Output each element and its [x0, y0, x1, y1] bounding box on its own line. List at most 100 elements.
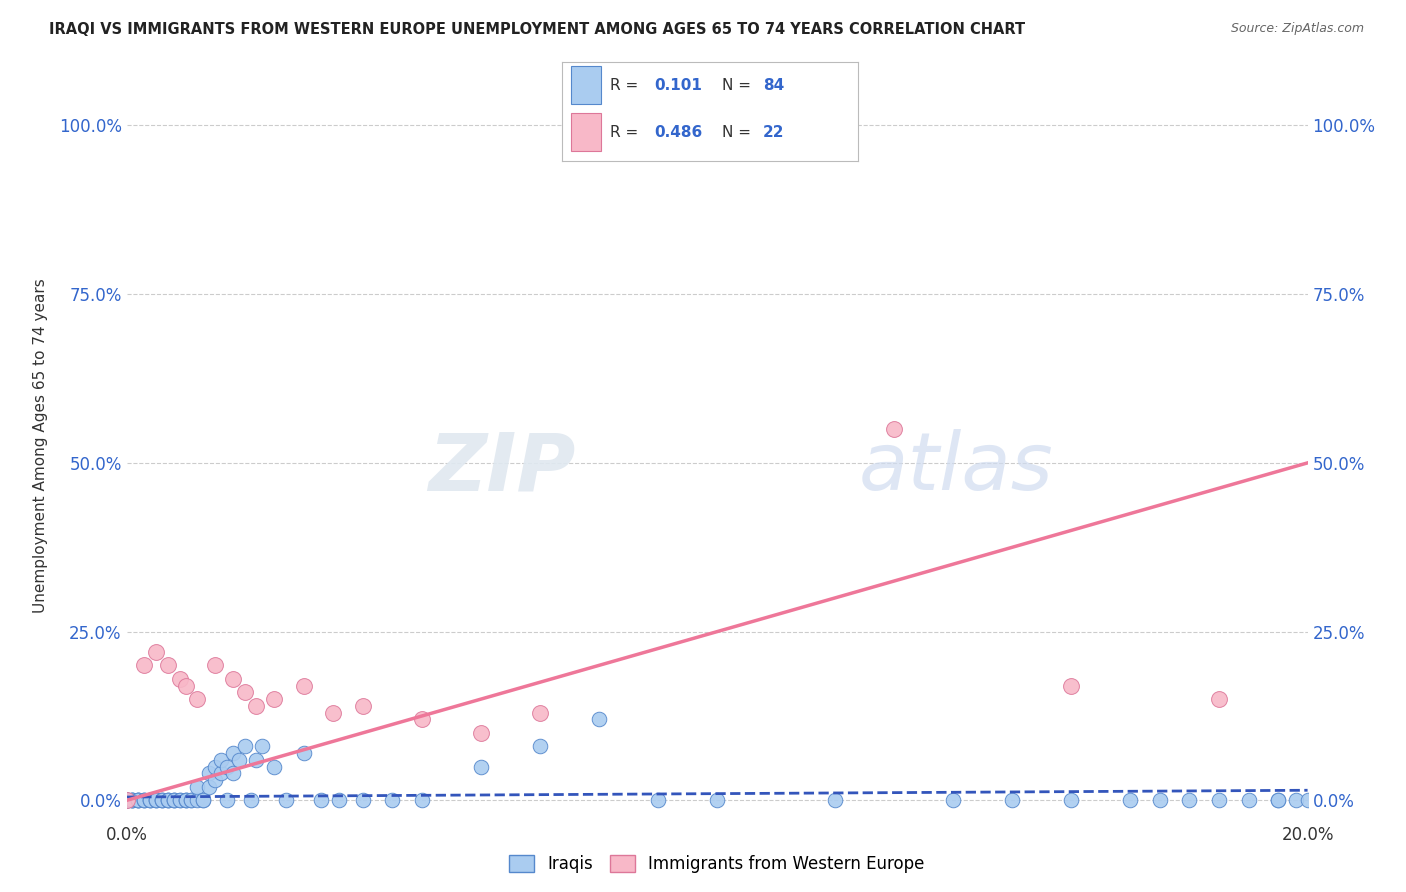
Point	[180, 793, 202, 807]
Point	[1149, 793, 1171, 807]
Legend: Iraqis, Immigrants from Western Europe: Iraqis, Immigrants from Western Europe	[503, 848, 931, 880]
Point	[245, 698, 267, 713]
Point	[156, 793, 179, 807]
Point	[470, 726, 492, 740]
Point	[139, 793, 162, 807]
Point	[1119, 793, 1142, 807]
Point	[127, 793, 149, 807]
Point	[169, 793, 191, 807]
Point	[115, 793, 138, 807]
Point	[134, 793, 156, 807]
Point	[1237, 793, 1260, 807]
Point	[1178, 793, 1201, 807]
Point	[352, 793, 374, 807]
Point	[1208, 793, 1230, 807]
Point	[127, 793, 149, 807]
Point	[824, 793, 846, 807]
Text: Source: ZipAtlas.com: Source: ZipAtlas.com	[1230, 22, 1364, 36]
Point	[115, 793, 138, 807]
Point	[381, 793, 404, 807]
Point	[1060, 679, 1083, 693]
Point	[233, 739, 256, 754]
Point	[121, 793, 143, 807]
Point	[204, 759, 226, 773]
Point	[245, 753, 267, 767]
Point	[127, 793, 149, 807]
Point	[115, 793, 138, 807]
Point	[174, 793, 197, 807]
Point	[228, 753, 250, 767]
Point	[239, 793, 262, 807]
Point	[322, 706, 344, 720]
Point	[222, 746, 245, 760]
Point	[134, 793, 156, 807]
Point	[145, 645, 167, 659]
Point	[186, 793, 208, 807]
Point	[311, 793, 333, 807]
Point	[529, 706, 551, 720]
Text: 0.101: 0.101	[654, 78, 702, 93]
Text: ZIP: ZIP	[427, 429, 575, 508]
Point	[139, 793, 162, 807]
Text: IRAQI VS IMMIGRANTS FROM WESTERN EUROPE UNEMPLOYMENT AMONG AGES 65 TO 74 YEARS C: IRAQI VS IMMIGRANTS FROM WESTERN EUROPE …	[49, 22, 1025, 37]
Point	[186, 780, 208, 794]
Point	[121, 793, 143, 807]
Point	[209, 753, 232, 767]
Point	[352, 698, 374, 713]
Point	[198, 766, 221, 780]
Point	[115, 793, 138, 807]
Point	[156, 658, 179, 673]
Point	[156, 793, 179, 807]
Point	[115, 793, 138, 807]
Point	[209, 766, 232, 780]
Point	[115, 793, 138, 807]
Point	[180, 793, 202, 807]
Point	[204, 658, 226, 673]
Text: R =: R =	[610, 125, 643, 140]
Text: R =: R =	[610, 78, 643, 93]
Point	[174, 679, 197, 693]
Point	[150, 793, 173, 807]
Point	[263, 692, 285, 706]
Point	[1267, 793, 1289, 807]
Point	[222, 766, 245, 780]
Point	[883, 422, 905, 436]
Point	[163, 793, 186, 807]
Point	[292, 679, 315, 693]
Point	[263, 759, 285, 773]
Point	[127, 793, 149, 807]
Point	[411, 712, 433, 726]
Point	[169, 672, 191, 686]
Point	[233, 685, 256, 699]
Point	[145, 793, 167, 807]
Point	[145, 793, 167, 807]
Point	[215, 759, 238, 773]
Point	[1296, 793, 1319, 807]
Bar	[571, 113, 600, 151]
Point	[156, 793, 179, 807]
Text: 22: 22	[763, 125, 785, 140]
Point	[163, 793, 186, 807]
Point	[222, 672, 245, 686]
Point	[150, 793, 173, 807]
Point	[186, 692, 208, 706]
Point	[174, 793, 197, 807]
Point	[139, 793, 162, 807]
Point	[647, 793, 669, 807]
Point	[588, 712, 610, 726]
Point	[150, 793, 173, 807]
Point	[411, 793, 433, 807]
Point	[134, 658, 156, 673]
Point	[292, 746, 315, 760]
Point	[145, 793, 167, 807]
Bar	[571, 66, 600, 103]
Point	[174, 793, 197, 807]
Text: N =: N =	[721, 78, 755, 93]
Point	[134, 793, 156, 807]
Point	[198, 780, 221, 794]
Point	[1208, 692, 1230, 706]
Point	[1001, 793, 1024, 807]
Y-axis label: Unemployment Among Ages 65 to 74 years: Unemployment Among Ages 65 to 74 years	[32, 278, 48, 614]
Point	[1285, 793, 1308, 807]
Text: atlas: atlas	[859, 429, 1053, 508]
